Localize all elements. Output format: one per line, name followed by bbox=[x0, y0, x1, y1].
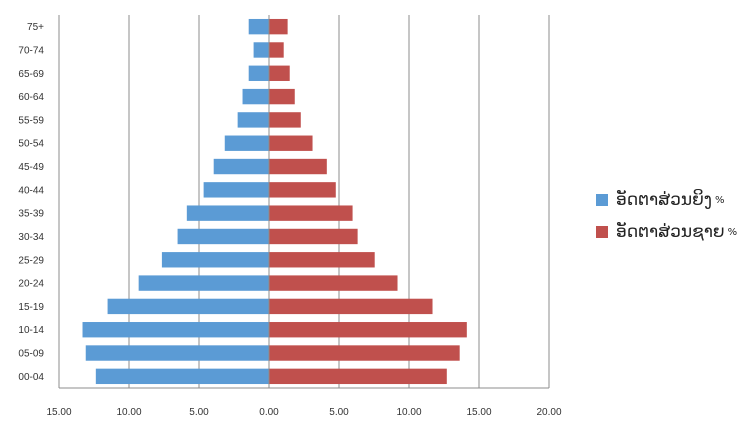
y-tick-label: 65-69 bbox=[18, 69, 44, 80]
bar-male bbox=[269, 345, 460, 361]
bar-female bbox=[253, 42, 269, 58]
bar-male bbox=[269, 18, 288, 35]
y-tick-label: 20-24 bbox=[18, 279, 44, 290]
bar-female bbox=[85, 345, 270, 361]
bar-female bbox=[82, 322, 270, 338]
x-tick-label: 15.00 bbox=[466, 407, 491, 418]
bar-female bbox=[177, 228, 269, 245]
bar-male bbox=[269, 252, 375, 268]
legend-item-male: ອັດຕາສ່ວນຊາຍ % bbox=[596, 218, 737, 246]
x-tick-label: 0.00 bbox=[259, 407, 279, 418]
legend: ອັດຕາສ່ວນຍິງ % ອັດຕາສ່ວນຊາຍ % bbox=[596, 186, 737, 250]
bar-male bbox=[269, 205, 353, 221]
legend-unit-male: % bbox=[727, 226, 738, 238]
bar-male bbox=[269, 228, 358, 245]
bar-female bbox=[186, 205, 269, 221]
bar-male bbox=[269, 42, 284, 58]
legend-swatch-male bbox=[596, 226, 608, 238]
y-tick-label: 60-64 bbox=[18, 92, 44, 103]
y-tick-label: 15-19 bbox=[18, 302, 44, 313]
bar-female bbox=[248, 18, 269, 35]
bar-male bbox=[269, 322, 467, 338]
bar-female bbox=[203, 182, 269, 198]
legend-item-female: ອັດຕາສ່ວນຍິງ % bbox=[596, 186, 737, 214]
y-tick-label: 40-44 bbox=[18, 185, 44, 196]
y-tick-label: 00-04 bbox=[18, 372, 44, 383]
y-tick-label: 05-09 bbox=[18, 349, 44, 360]
y-tick-label: 10-14 bbox=[18, 325, 44, 336]
bar-male bbox=[269, 112, 301, 128]
y-tick-label: 55-59 bbox=[18, 115, 44, 126]
y-tick-label: 25-29 bbox=[18, 255, 44, 266]
bar-male bbox=[269, 182, 336, 198]
bar-female bbox=[242, 88, 269, 105]
x-tick-label: 5.00 bbox=[189, 407, 209, 418]
bar-male bbox=[269, 158, 327, 175]
bar-female bbox=[138, 275, 269, 291]
bar-male bbox=[269, 88, 295, 105]
legend-label-female: ອັດຕາສ່ວນຍິງ bbox=[616, 190, 712, 210]
x-tick-label: 10.00 bbox=[396, 407, 421, 418]
bar-female bbox=[237, 112, 269, 128]
legend-swatch-female bbox=[596, 194, 608, 206]
bar-female bbox=[107, 298, 269, 315]
bar-male bbox=[269, 135, 313, 151]
x-tick-label: 20.00 bbox=[536, 407, 561, 418]
bar-female bbox=[224, 135, 269, 151]
bar-female bbox=[213, 158, 269, 175]
legend-label-male: ອັດຕາສ່ວນຊາຍ bbox=[616, 222, 725, 242]
bar-male bbox=[269, 275, 398, 291]
x-tick-label: 15.00 bbox=[46, 407, 71, 418]
bar-male bbox=[269, 65, 290, 81]
x-tick-label: 5.00 bbox=[329, 407, 349, 418]
bar-female bbox=[161, 252, 269, 268]
bar-male bbox=[269, 298, 433, 315]
bar-female bbox=[248, 65, 269, 81]
x-tick-label: 10.00 bbox=[116, 407, 141, 418]
y-tick-label: 50-54 bbox=[18, 139, 44, 150]
bar-male bbox=[269, 368, 447, 385]
y-tick-label: 35-39 bbox=[18, 209, 44, 220]
y-tick-label: 70-74 bbox=[18, 45, 44, 56]
y-tick-label: 45-49 bbox=[18, 162, 44, 173]
y-tick-label: 30-34 bbox=[18, 232, 44, 243]
legend-unit-female: % bbox=[715, 194, 725, 206]
y-tick-label: 75+ bbox=[27, 22, 44, 33]
bar-female bbox=[95, 368, 269, 385]
